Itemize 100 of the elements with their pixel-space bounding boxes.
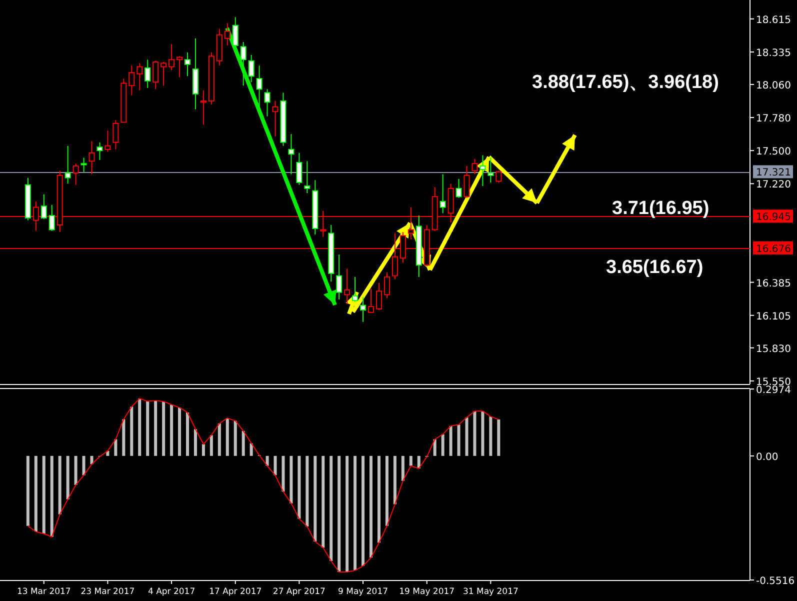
candlestick bbox=[128, 65, 135, 96]
bar bbox=[465, 417, 468, 456]
bar bbox=[170, 404, 174, 456]
line-series bbox=[27, 398, 500, 572]
candlestick bbox=[296, 152, 302, 186]
bar bbox=[122, 419, 126, 456]
candlestick bbox=[200, 90, 206, 126]
candlestick bbox=[480, 154, 486, 187]
candlestick bbox=[440, 174, 446, 214]
candlestick bbox=[240, 41, 246, 86]
x-tick-label: 23 Mar 2017 bbox=[80, 587, 135, 597]
bar bbox=[473, 411, 476, 456]
bar bbox=[449, 426, 452, 456]
candlestick bbox=[88, 140, 95, 175]
candlestick bbox=[176, 56, 183, 78]
bar bbox=[234, 420, 237, 456]
y-tick-label: 15.830 bbox=[756, 344, 791, 355]
bar bbox=[290, 456, 293, 504]
bar bbox=[194, 429, 197, 456]
bar bbox=[226, 418, 229, 456]
candlestick bbox=[368, 288, 374, 313]
bar bbox=[338, 456, 341, 572]
bar bbox=[306, 456, 309, 527]
y-tick-label: 0.00 bbox=[756, 452, 778, 463]
candlestick bbox=[304, 160, 310, 194]
y-tick-label: -0.5516 bbox=[756, 576, 795, 587]
bar bbox=[74, 456, 78, 485]
candlestick bbox=[48, 204, 55, 232]
candlestick bbox=[72, 163, 79, 186]
bar bbox=[481, 411, 484, 456]
annotation: 3.65(16.67) bbox=[606, 257, 704, 278]
candlestick bbox=[80, 157, 87, 172]
candlestick bbox=[104, 130, 111, 152]
bar bbox=[417, 456, 420, 469]
bar bbox=[298, 456, 301, 519]
bar bbox=[26, 456, 30, 526]
bar bbox=[242, 430, 245, 456]
bar bbox=[154, 400, 158, 456]
bar bbox=[266, 456, 269, 466]
candlestick bbox=[496, 170, 502, 183]
candlestick bbox=[112, 119, 119, 150]
candlestick bbox=[464, 165, 470, 198]
bar bbox=[441, 434, 444, 456]
y-tick-label: 0.2974 bbox=[756, 385, 791, 396]
candlestick bbox=[256, 65, 262, 108]
bar bbox=[377, 456, 380, 543]
bar bbox=[114, 439, 118, 456]
candlestick bbox=[152, 60, 159, 90]
bar bbox=[50, 456, 54, 537]
x-tick-label: 19 May 2017 bbox=[399, 587, 455, 597]
bar bbox=[58, 456, 62, 514]
x-tick-label: 9 May 2017 bbox=[338, 587, 388, 597]
x-tick-label: 27 Apr 2017 bbox=[272, 587, 326, 597]
candlestick bbox=[40, 194, 47, 220]
bar bbox=[130, 406, 134, 456]
bar bbox=[42, 456, 46, 534]
candlestick bbox=[144, 59, 151, 88]
y-tick-label: 17.220 bbox=[756, 180, 791, 191]
bar bbox=[162, 401, 166, 456]
candlestick bbox=[272, 100, 278, 137]
bar bbox=[330, 456, 333, 561]
bar bbox=[370, 456, 373, 558]
bar bbox=[34, 456, 38, 532]
candlestick bbox=[264, 88, 270, 117]
x-tick-label: 13 Mar 2017 bbox=[16, 587, 71, 597]
annotation: 3.88(17.65)、3.96(18) bbox=[532, 72, 719, 93]
bar bbox=[138, 398, 142, 456]
bar bbox=[322, 456, 325, 548]
candlestick bbox=[336, 254, 342, 300]
candlestick bbox=[136, 62, 143, 91]
x-tick-label: 4 Apr 2017 bbox=[148, 587, 196, 597]
candlestick bbox=[168, 44, 175, 71]
candlestick bbox=[64, 145, 71, 184]
bar bbox=[409, 456, 412, 466]
candlestick bbox=[376, 282, 382, 311]
bar bbox=[346, 456, 349, 572]
candlestick bbox=[184, 52, 190, 77]
x-tick-label: 17 Apr 2017 bbox=[209, 587, 262, 597]
ref-line-label: 17.321 bbox=[756, 168, 791, 179]
bar bbox=[82, 456, 86, 476]
y-tick-label: 18.615 bbox=[756, 14, 791, 26]
bar bbox=[385, 456, 388, 526]
bar bbox=[497, 419, 500, 456]
candlestick bbox=[248, 54, 254, 83]
bar bbox=[250, 443, 253, 456]
candlestick bbox=[384, 272, 390, 299]
ref-line-label: 16.676 bbox=[756, 244, 791, 255]
bar bbox=[186, 412, 189, 456]
candlestick bbox=[488, 157, 494, 183]
bar bbox=[218, 424, 221, 456]
bar bbox=[401, 456, 404, 481]
bar bbox=[282, 456, 285, 492]
x-tick-label: 31 May 2017 bbox=[462, 587, 518, 597]
y-tick-label: 18.335 bbox=[756, 48, 791, 59]
ref-line-label: 16.945 bbox=[756, 212, 791, 224]
bar bbox=[146, 401, 150, 456]
candlestick bbox=[352, 276, 358, 302]
bar bbox=[433, 439, 436, 456]
candlestick bbox=[288, 134, 294, 175]
candlestick bbox=[160, 62, 167, 86]
